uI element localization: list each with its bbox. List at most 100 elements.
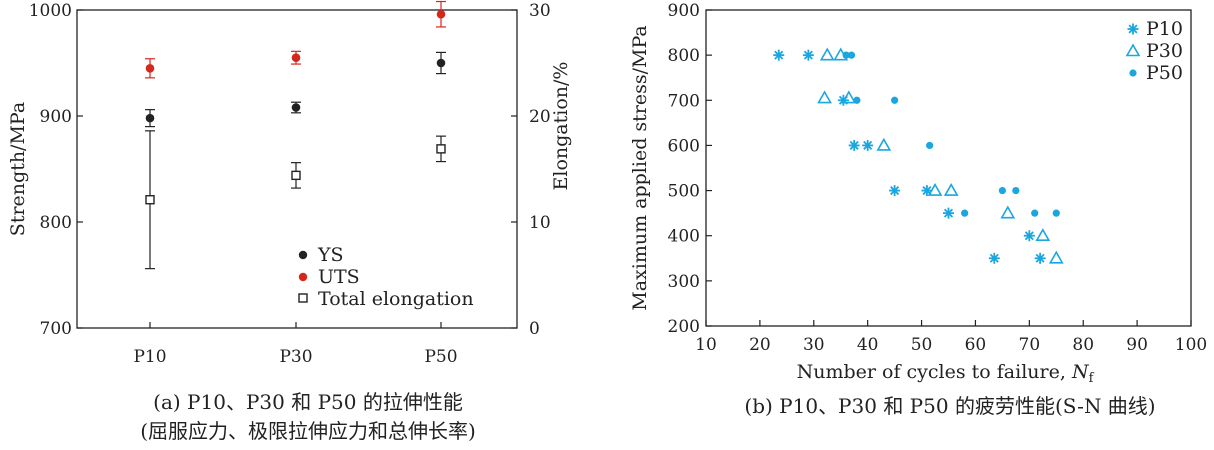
panel-b-ytick-label: 400 (668, 227, 700, 247)
legend-uts-marker (298, 272, 308, 282)
p50-point (847, 51, 856, 59)
panel-a-xtick-label: P50 (424, 347, 457, 367)
p10-point (889, 185, 901, 197)
panel-a-ylabel: Strength/MPa (7, 102, 29, 236)
p10-point-stroke (774, 50, 784, 60)
elongation-point (291, 170, 301, 181)
panel-a-y2label: Elongation/% (550, 62, 572, 191)
p10-point (988, 252, 1000, 264)
p10-point-stroke (863, 140, 873, 150)
p50-point (1031, 209, 1039, 217)
p50-point (891, 96, 899, 104)
p30-point (819, 47, 835, 61)
panel-b-xlabel: Number of cycles to failure, Nf (797, 361, 1095, 386)
panel-b-caption: (b) P10、P30 和 P50 的疲劳性能(S-N 曲线) (744, 394, 1155, 418)
panel-a-y2tick-label: 10 (529, 213, 551, 233)
legend-p10-marker-stroke (1128, 24, 1138, 34)
ys-point (291, 103, 301, 112)
elongation-point (436, 144, 446, 154)
ys-point (436, 58, 446, 68)
panel-a-caption-line1: (a) P10、P30 和 P50 的拉伸性能 (153, 390, 463, 414)
p10-point-stroke (1024, 231, 1034, 241)
panel-b-marks (773, 47, 1064, 264)
p30-point (1048, 250, 1064, 264)
panel-b-ytick-label: 500 (668, 182, 700, 202)
p50-point (1052, 209, 1060, 217)
panel-b-xtick-label: 100 (1175, 335, 1207, 355)
panel-b-xlabel-text: Number of cycles to failure, (797, 361, 1072, 383)
p10-point-stroke (1035, 253, 1045, 263)
legend-p10-marker (1127, 23, 1139, 35)
panel-b-ytick-label: 600 (668, 136, 700, 156)
p50-point (853, 96, 861, 104)
panel-a-ytick-label: 700 (40, 319, 72, 339)
p10-point-stroke (803, 50, 813, 60)
panel-b-ytick-label: 800 (668, 46, 700, 66)
p10-point-stroke (849, 140, 859, 150)
panel-a-frame (76, 9, 518, 329)
p10-point (1034, 252, 1046, 264)
panel-b-ylabel: Maximum applied stress/MPa (629, 25, 651, 310)
uts-point (291, 53, 301, 62)
p10-point (802, 49, 814, 61)
legend-p30-marker (1125, 43, 1141, 57)
panel-b: 10 20 30 40 50 60 70 80 90 100 200 300 400 500 600 700 8… (629, 1, 1207, 418)
p30-point (943, 182, 959, 196)
p10-point-stroke (989, 253, 999, 263)
legend-p30-label: P30 (1146, 40, 1183, 62)
panel-b-xtick-label: 50 (911, 335, 933, 355)
panel-a-caption-line2: (屈服应力、极限拉伸应力和总伸长率) (140, 419, 476, 443)
panel-a-xtick-label: P30 (279, 347, 312, 367)
panel-a-ytick-label: 900 (40, 107, 72, 127)
legend-p50-marker (1129, 69, 1137, 77)
p10-point (862, 139, 874, 151)
panel-b-ticks: 10 20 30 40 50 60 70 80 90 100 200 300 400 500 600 700 8… (668, 1, 1208, 355)
p10-point-stroke (943, 208, 954, 218)
panel-a-y2tick-label: 0 (529, 319, 540, 339)
panel-a-marks (145, 0, 446, 270)
p50-point (1012, 186, 1020, 195)
legend-uts-label: UTS (318, 266, 360, 288)
panel-a: 700 800 900 1000 0 10 20 30 P10 P30 P50 Strength/M… (7, 0, 572, 443)
p10-point (943, 207, 954, 219)
panel-a-ticks: 700 800 900 1000 0 10 20 30 P10 P30 P50 (29, 1, 551, 367)
panel-b-ytick-label: 700 (668, 91, 700, 111)
p10-point-stroke (890, 186, 900, 196)
legend-elongation-marker (298, 293, 308, 303)
panel-a-ytick-label: 1000 (29, 1, 72, 21)
panel-b-xlabel-symbol: N (1071, 361, 1090, 383)
p30-point (1035, 228, 1051, 242)
panel-b-xtick-label: 40 (857, 335, 879, 355)
panel-b-ytick-label: 900 (668, 1, 700, 21)
panel-b-xtick-label: 60 (965, 335, 987, 355)
p30-point (817, 90, 832, 104)
panel-b-xtick-label: 10 (695, 335, 717, 355)
legend-elongation-label: Total elongation (318, 288, 474, 310)
elongation-point (145, 195, 155, 205)
p50-point (961, 209, 969, 217)
panel-b-frame (705, 9, 1192, 327)
legend-p10-label: P10 (1146, 18, 1183, 40)
p30-point (1000, 205, 1016, 219)
panel-a-legend: YS UTS Total elongation (298, 244, 474, 310)
p30-point (927, 182, 943, 196)
panel-a-xtick-label: P10 (133, 347, 166, 367)
p10-point (1023, 230, 1035, 242)
p30-point (841, 90, 857, 104)
uts-point (145, 64, 155, 73)
panel-b-xlabel-sub: f (1089, 371, 1095, 386)
p50-point (926, 141, 934, 150)
panel-a-y2tick-label: 20 (529, 107, 551, 127)
legend-p50-label: P50 (1146, 62, 1183, 84)
p10-point (848, 139, 860, 151)
legend-ys-marker (298, 250, 308, 260)
panel-b-xtick-label: 20 (749, 335, 771, 355)
p10-point (921, 185, 933, 197)
panel-b-ytick-label: 300 (668, 272, 700, 292)
panel-b-ytick-label: 200 (668, 317, 700, 337)
panel-a-y2tick-label: 30 (529, 1, 551, 21)
panel-b-xtick-label: 80 (1072, 335, 1094, 355)
p50-point (842, 51, 850, 59)
